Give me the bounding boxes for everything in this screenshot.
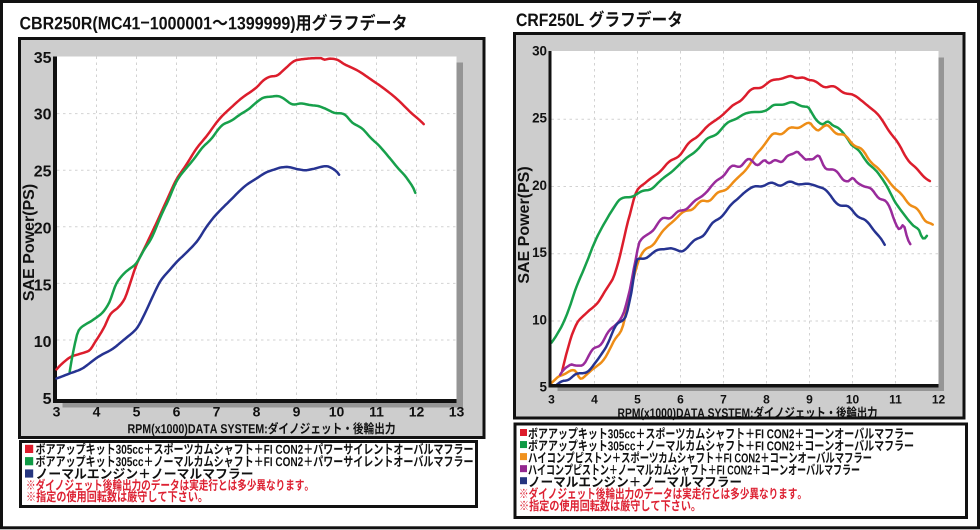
svg-text:12: 12 [932, 392, 946, 406]
svg-text:SAE Power(PS): SAE Power(PS) [21, 184, 38, 301]
svg-text:5: 5 [133, 404, 141, 420]
svg-text:25: 25 [532, 111, 547, 126]
svg-text:15: 15 [34, 277, 52, 294]
svg-text:7: 7 [720, 392, 727, 406]
svg-text:25: 25 [34, 164, 52, 181]
svg-text:20: 20 [34, 220, 52, 237]
svg-text:30: 30 [34, 107, 52, 124]
svg-text:7: 7 [213, 404, 221, 420]
svg-text:4: 4 [93, 404, 101, 420]
svg-text:10: 10 [329, 404, 345, 420]
svg-text:3: 3 [548, 392, 555, 406]
svg-text:3: 3 [53, 404, 61, 420]
svg-text:15: 15 [532, 245, 547, 260]
svg-text:11: 11 [889, 392, 902, 406]
svg-text:13: 13 [449, 404, 465, 420]
svg-text:10: 10 [34, 334, 52, 351]
svg-text:4: 4 [591, 392, 598, 406]
svg-text:SAE Power(PS): SAE Power(PS) [516, 166, 533, 283]
svg-text:9: 9 [806, 392, 813, 406]
svg-text:10: 10 [846, 392, 860, 406]
svg-text:35: 35 [34, 50, 52, 67]
svg-text:11: 11 [369, 404, 384, 420]
svg-text:10: 10 [532, 312, 547, 327]
svg-text:6: 6 [173, 404, 181, 420]
svg-text:30: 30 [532, 43, 547, 58]
svg-text:8: 8 [763, 392, 770, 406]
svg-text:5: 5 [634, 392, 641, 406]
svg-text:20: 20 [532, 178, 547, 193]
svg-text:8: 8 [253, 404, 261, 420]
svg-text:9: 9 [293, 404, 301, 420]
svg-text:5: 5 [43, 391, 52, 408]
svg-text:6: 6 [677, 392, 684, 406]
svg-text:12: 12 [409, 404, 425, 420]
svg-text:5: 5 [540, 380, 548, 395]
